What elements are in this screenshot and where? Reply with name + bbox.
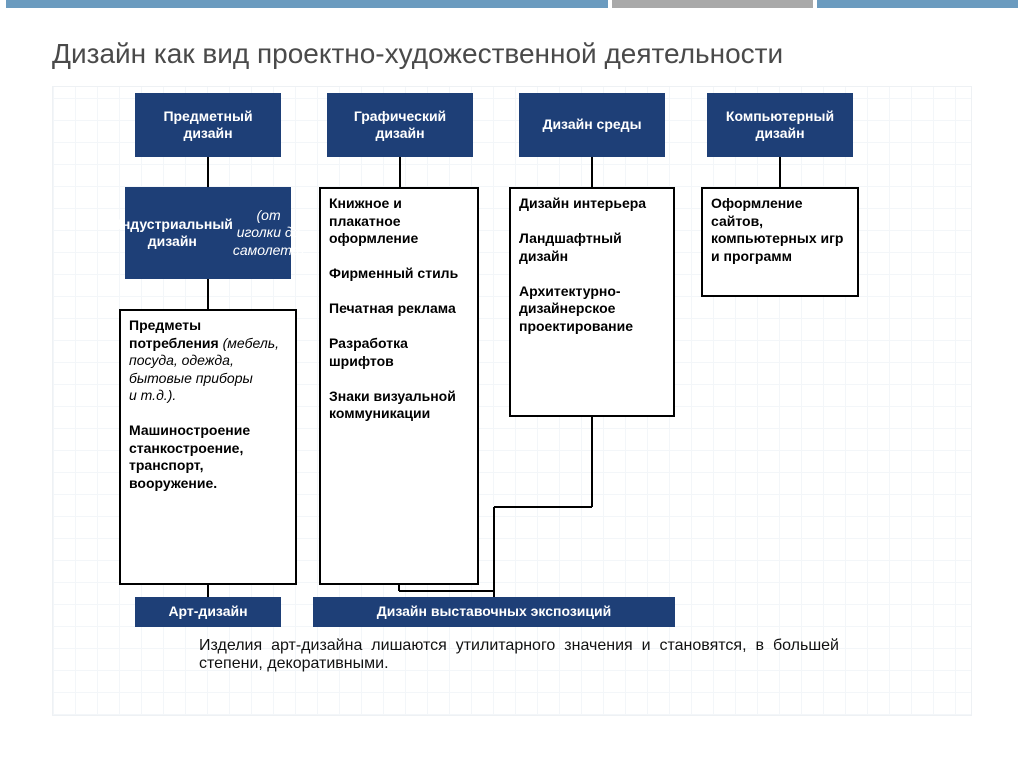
- node-c1: Предметы потребления (мебель, посуда, од…: [119, 309, 297, 585]
- connector: [591, 417, 593, 507]
- connector: [494, 506, 592, 508]
- node-h1: Предметный дизайн: [135, 93, 281, 157]
- connector: [207, 157, 209, 187]
- diagram-caption: Изделия арт-дизайна лишаются утилитарног…: [199, 637, 839, 673]
- connector: [779, 157, 781, 187]
- node-h2: Графический дизайн: [327, 93, 473, 157]
- connector: [399, 590, 494, 592]
- connector: [207, 279, 209, 309]
- node-c2: Книжное и плакатное оформление Фирменный…: [319, 187, 479, 585]
- connector: [207, 585, 209, 597]
- node-ind: Индустриальный дизайн (от иголки до само…: [125, 187, 291, 279]
- node-h3: Дизайн среды: [519, 93, 665, 157]
- node-c3: Дизайн интерьера Ландшафтный дизайн Архи…: [509, 187, 675, 417]
- node-b2: Дизайн выставочных экспозиций: [313, 597, 675, 627]
- connector: [493, 507, 495, 597]
- node-c4: Оформление сайтов, компьютерных игр и пр…: [701, 187, 859, 297]
- page-title: Дизайн как вид проектно-художественной д…: [0, 10, 1024, 86]
- diagram-canvas: Предметный дизайн Графический дизайн Дизай…: [52, 86, 972, 716]
- connector: [399, 157, 401, 187]
- slide-accent-bar: [0, 0, 1024, 10]
- node-b1: Арт-дизайн: [135, 597, 281, 627]
- connector: [591, 157, 593, 187]
- node-h4: Компьютерный дизайн: [707, 93, 853, 157]
